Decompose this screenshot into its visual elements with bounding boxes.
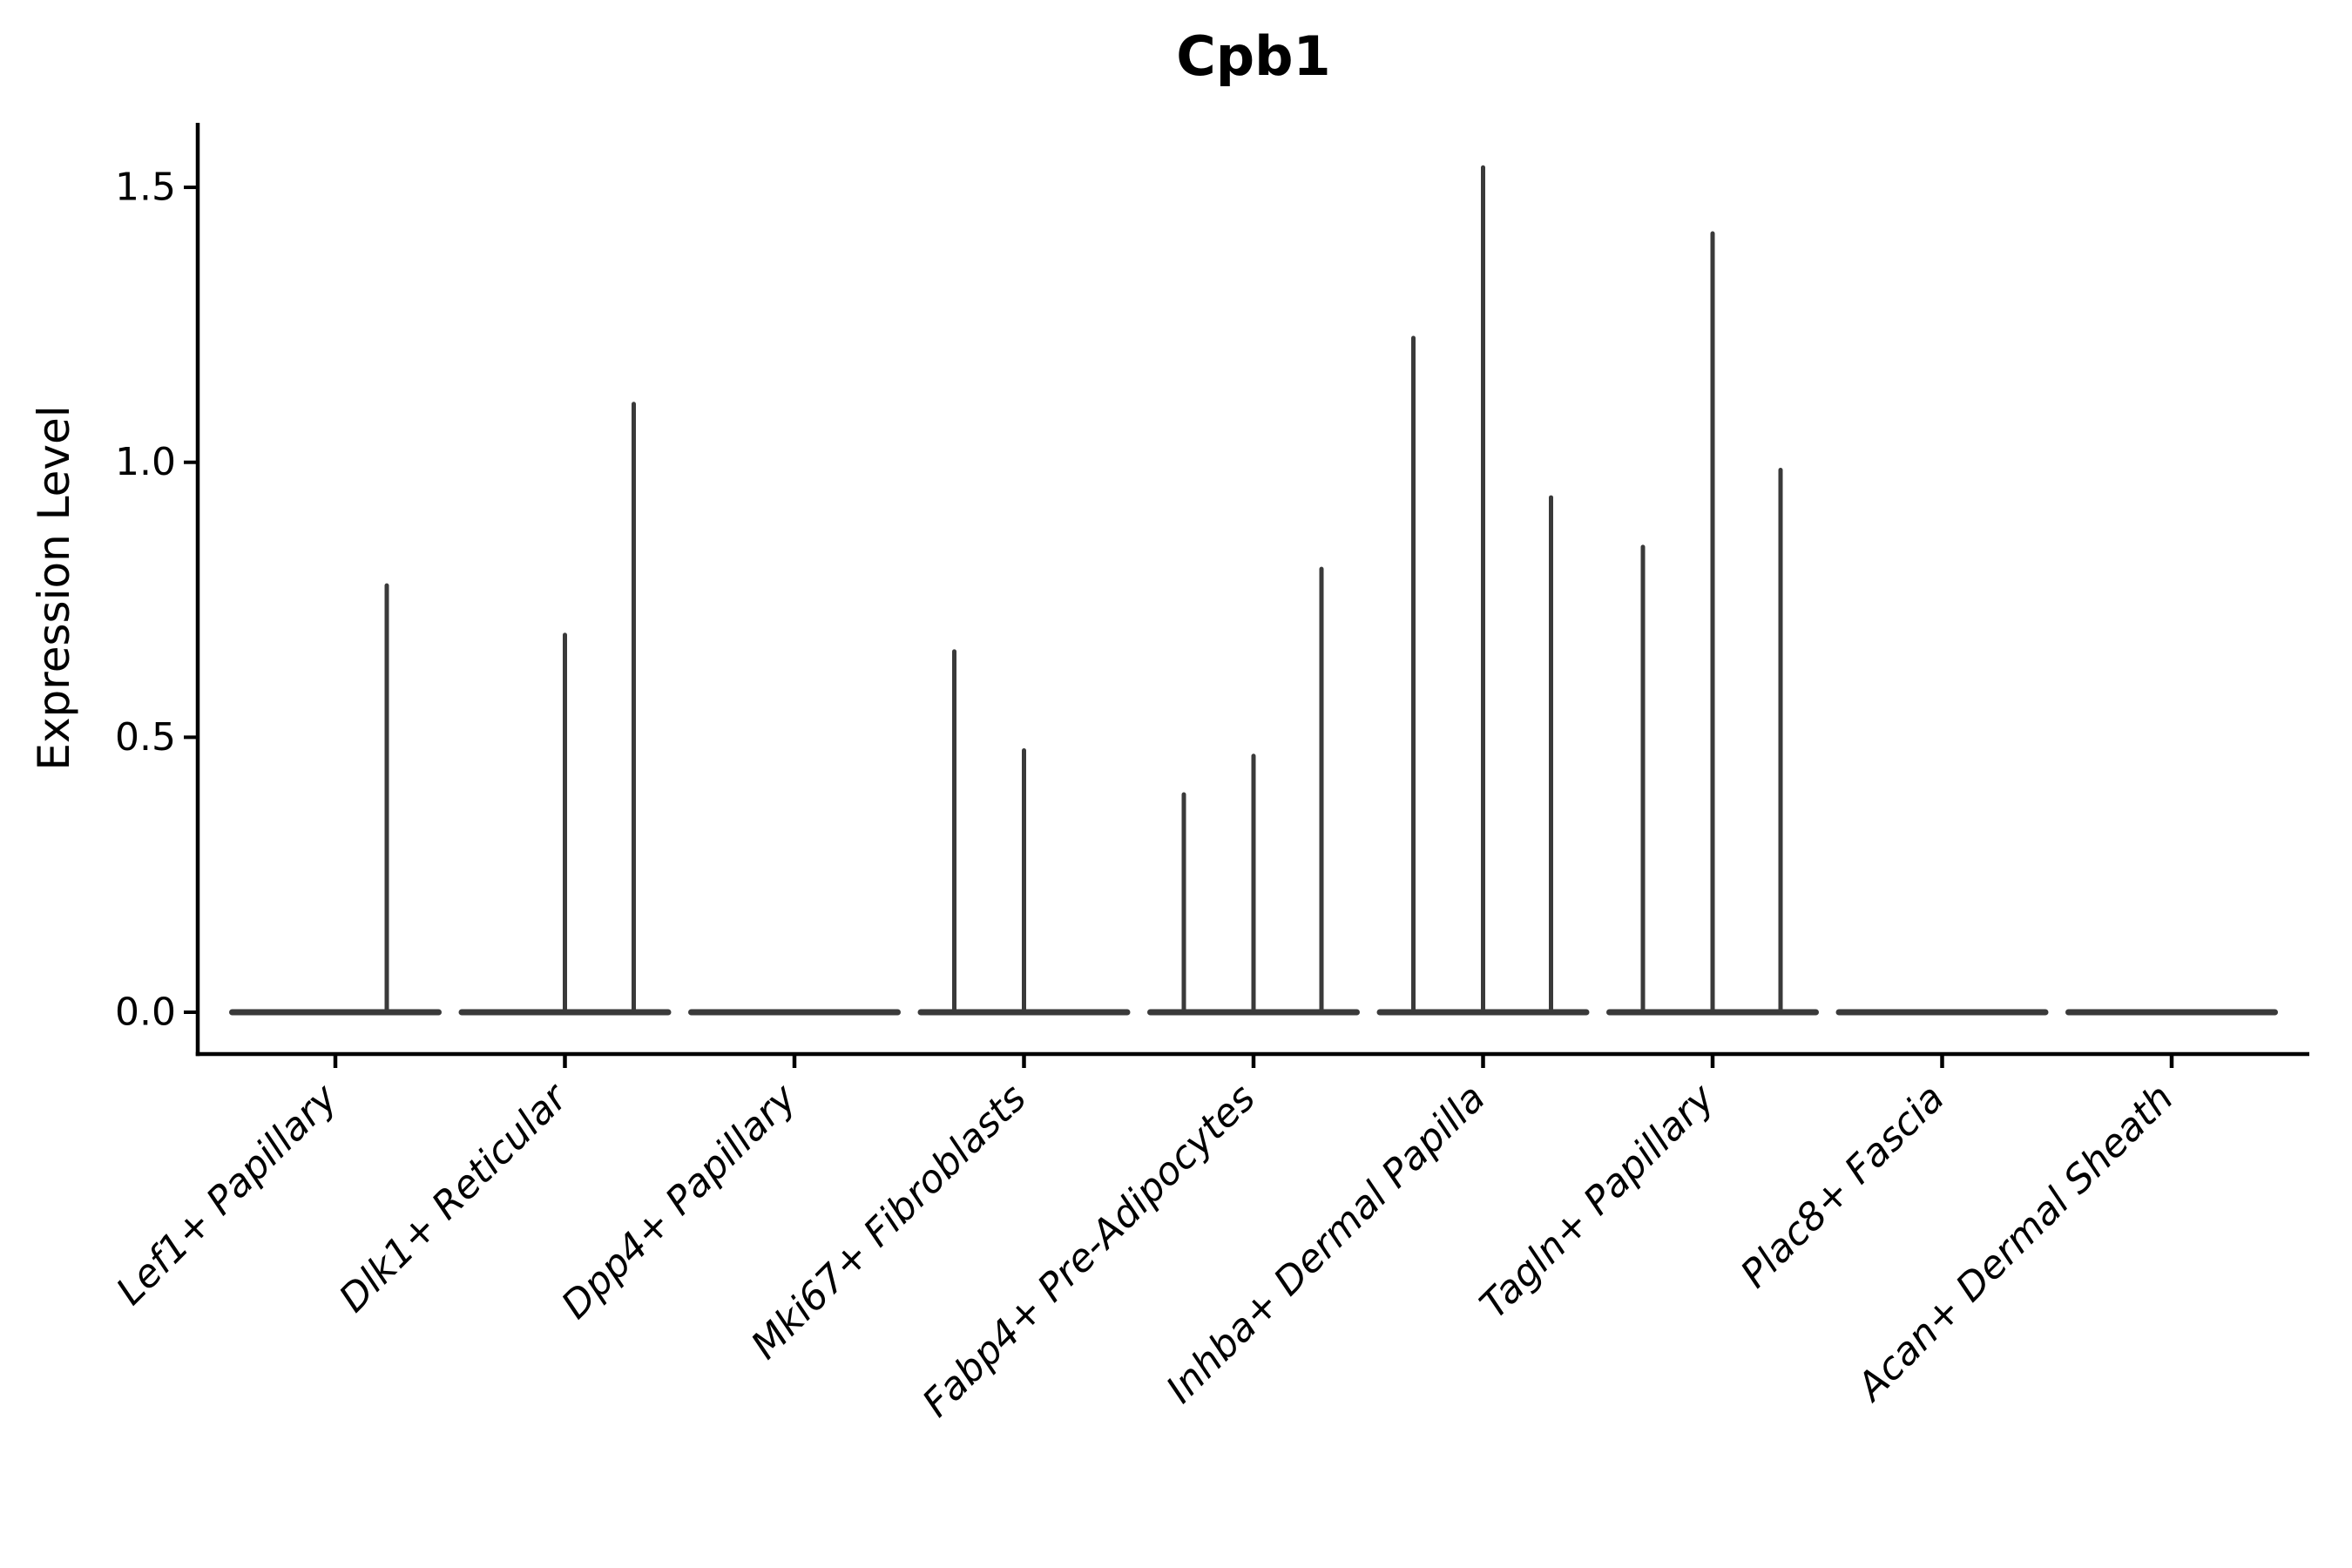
violin-spike — [1481, 165, 1485, 1013]
violin-base — [229, 1009, 442, 1016]
violin-spike — [1411, 335, 1416, 1013]
violin-spike — [1022, 747, 1026, 1012]
violin-base — [2065, 1009, 2278, 1016]
violin-spike — [952, 649, 956, 1012]
violin-spike — [1549, 495, 1553, 1012]
violin-spike — [384, 583, 389, 1012]
y-tick-label: 1.0 — [115, 440, 176, 484]
y-tick-label: 1.5 — [115, 166, 176, 210]
violin-spike — [1251, 754, 1256, 1012]
violin-base — [1835, 1009, 2049, 1016]
y-tick-label: 0.0 — [115, 990, 176, 1035]
chart-title: Cpb1 — [1176, 24, 1331, 88]
violin-spike — [632, 402, 636, 1013]
violin-spike — [1640, 544, 1646, 1012]
violin-spike — [1778, 468, 1783, 1012]
y-tick-label: 0.5 — [115, 715, 176, 760]
violin-spike — [1710, 231, 1715, 1013]
violin-spike — [563, 632, 567, 1012]
violin-base — [688, 1009, 901, 1016]
violin-spike — [1319, 566, 1324, 1012]
violin-spike — [1181, 792, 1186, 1012]
